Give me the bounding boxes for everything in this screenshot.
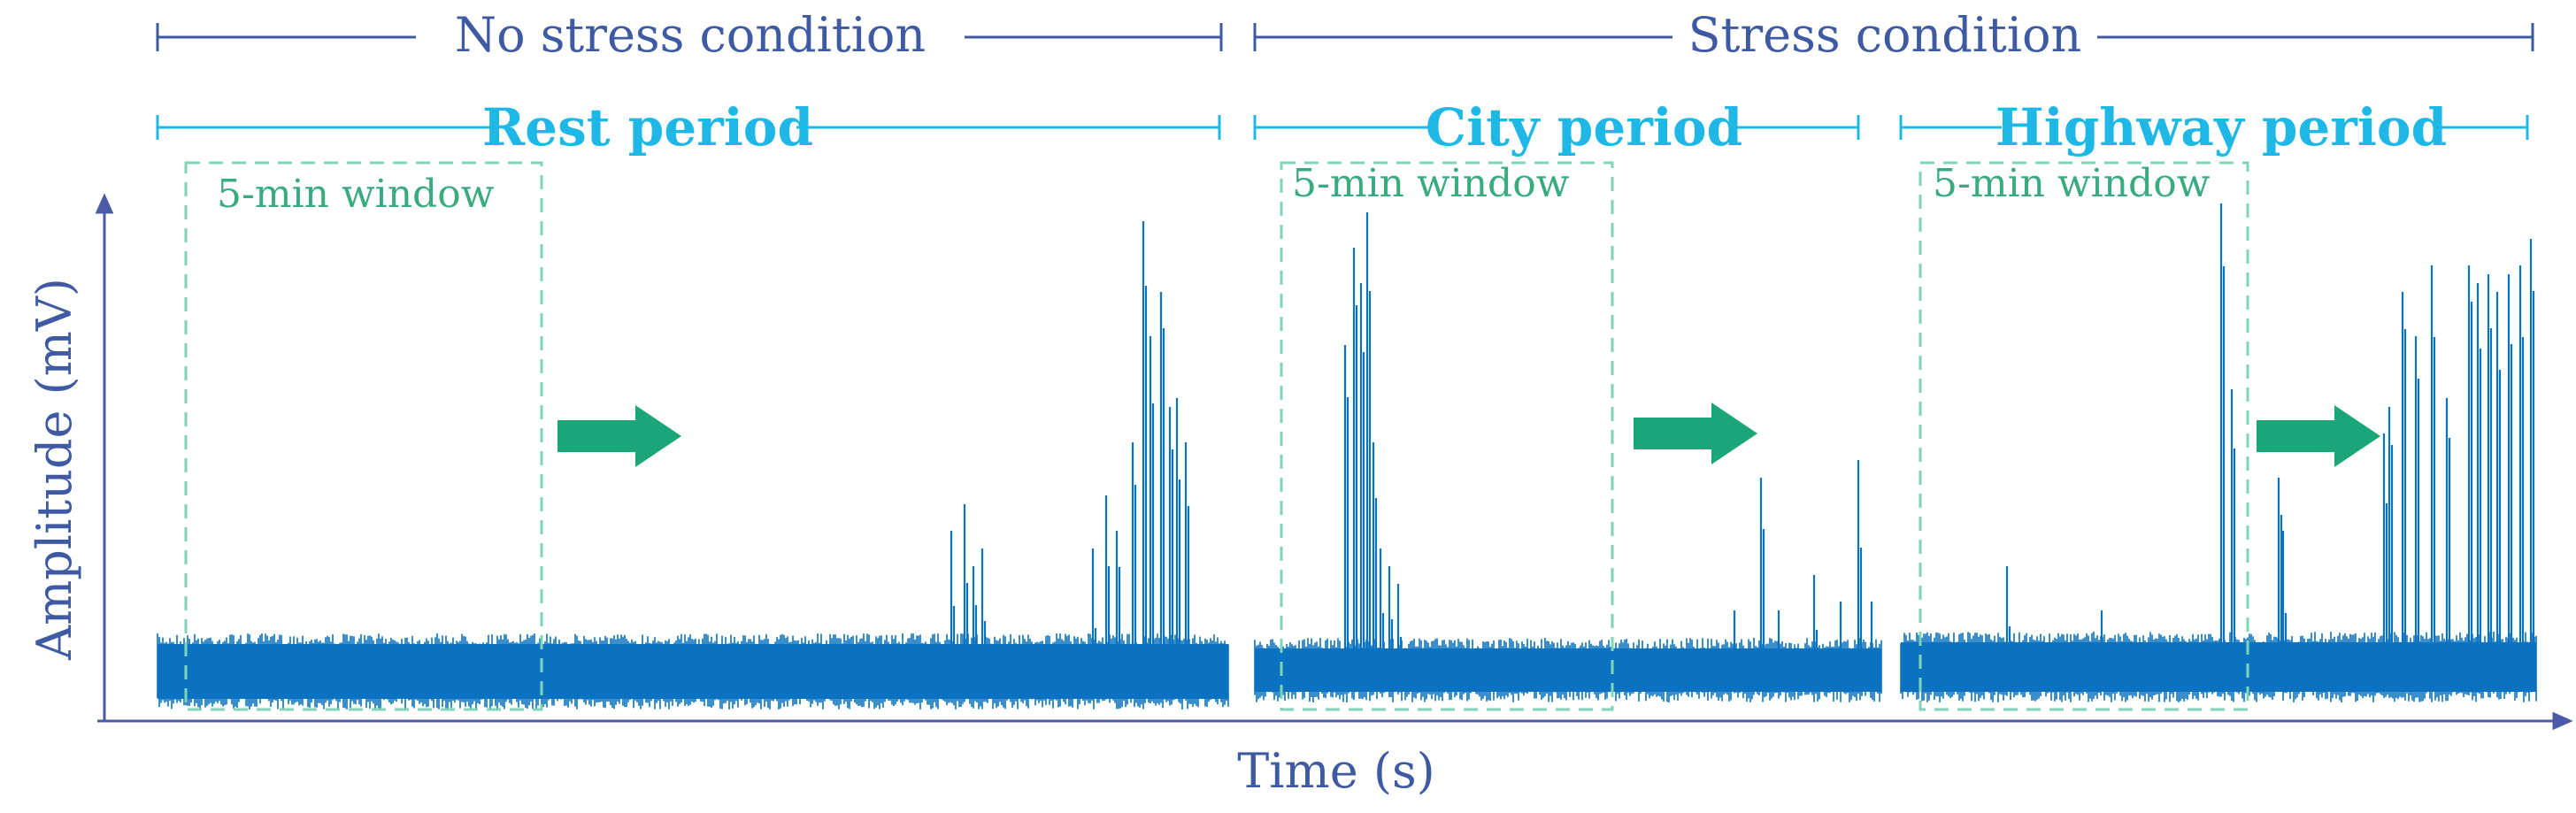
window-box-highway: 5-min window xyxy=(1919,161,2249,711)
x-axis-label: Time (s) xyxy=(1237,743,1434,799)
signal-segment-city xyxy=(1254,212,1882,702)
city-period-label: City period xyxy=(1426,97,1742,157)
period-bracket-highway xyxy=(1899,115,2529,140)
signal-spikes xyxy=(1343,212,1876,692)
signal-noise xyxy=(1900,632,2537,702)
no-stress-condition-label: No stress condition xyxy=(455,7,926,63)
highway-period-label: Highway period xyxy=(1995,97,2447,157)
y-axis-label: Amplitude (mV) xyxy=(27,278,82,661)
signal-segment-highway xyxy=(1900,203,2537,702)
window-label-rest: 5-min window xyxy=(217,172,495,217)
y-axis xyxy=(95,193,114,721)
period-bracket-rest xyxy=(156,115,1221,140)
window-box-city: 5-min window xyxy=(1280,161,1614,711)
window-label-highway: 5-min window xyxy=(1933,161,2211,206)
window-box-rest: 5-min window xyxy=(184,161,543,711)
right-arrow-icon xyxy=(2257,405,2380,467)
right-arrow-icon xyxy=(1634,403,1757,464)
signal-spikes xyxy=(2005,203,2535,682)
condition-bracket-stress xyxy=(1253,23,2534,51)
signal-segment-rest xyxy=(157,221,1229,709)
ecg-signal-traces xyxy=(157,203,2537,709)
rest-period-label: Rest period xyxy=(482,97,813,157)
window-label-city: 5-min window xyxy=(1292,161,1570,206)
right-arrow-icon xyxy=(557,405,681,467)
signal-spikes xyxy=(950,221,1190,646)
signal-noise xyxy=(1254,638,1882,702)
x-axis xyxy=(97,711,2573,731)
condition-bracket-no-stress xyxy=(156,23,1223,51)
signal-noise xyxy=(157,633,1229,709)
stress-condition-label: Stress condition xyxy=(1688,7,2082,63)
period-bracket-city xyxy=(1253,115,1860,140)
